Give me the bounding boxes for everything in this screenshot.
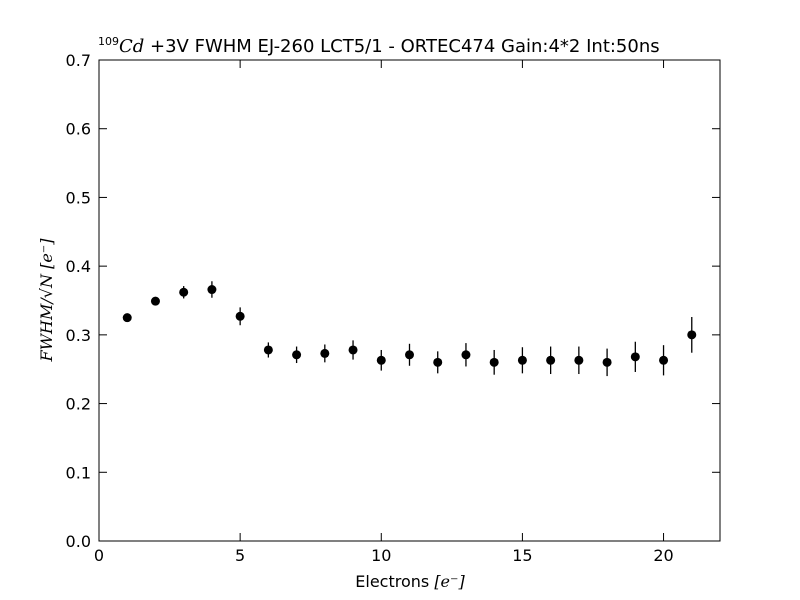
y-axis-label-unit: [e⁻] — [37, 238, 56, 269]
data-point — [207, 285, 217, 295]
plot-area — [98, 59, 721, 542]
y-tick-label: 0.6 — [66, 120, 91, 139]
data-point — [433, 357, 443, 367]
data-point — [263, 345, 273, 355]
data-point — [574, 355, 584, 365]
data-point — [489, 357, 499, 367]
data-point — [235, 311, 245, 321]
y-tick-label: 0.3 — [66, 326, 91, 345]
y-axis-label-main: FWHM/√N — [37, 273, 56, 362]
y-tick-label: 0.4 — [66, 257, 91, 276]
x-axis-label-unit: [e⁻] — [434, 572, 465, 591]
data-point — [348, 345, 358, 355]
x-tick-label: 15 — [512, 546, 532, 565]
title-isotope-symbol: Cd — [119, 36, 144, 57]
data-point — [602, 357, 612, 367]
data-point — [659, 355, 669, 365]
data-point — [687, 330, 697, 340]
x-axis-label-text: Electrons — [355, 572, 434, 591]
data-point — [546, 355, 556, 365]
x-tick-label: 0 — [94, 546, 104, 565]
chart-title: 109Cd +3V FWHM EJ-260 LCT5/1 - ORTEC474 … — [98, 35, 660, 57]
data-points — [122, 285, 697, 367]
data-point — [376, 355, 386, 365]
data-point — [150, 296, 160, 306]
data-point — [179, 287, 189, 297]
x-tick-label: 5 — [235, 546, 245, 565]
title-isotope-mass: 109 — [98, 35, 119, 48]
y-tick-label: 0.2 — [66, 395, 91, 414]
data-point — [630, 352, 640, 362]
y-axis-label: FWHM/√N [e⁻] — [37, 238, 56, 363]
x-axis-label: Electrons [e⁻] — [355, 572, 465, 591]
data-point — [461, 350, 471, 360]
y-tick-label: 0.7 — [66, 51, 91, 70]
data-point — [122, 313, 132, 323]
title-text: +3V FWHM EJ-260 LCT5/1 - ORTEC474 Gain:4… — [144, 36, 659, 57]
y-tick-label: 0.0 — [66, 532, 91, 551]
data-point — [292, 350, 302, 360]
y-axis-ticks: 0.0 0.1 0.2 0.3 0.4 0.5 0.6 0.7 — [66, 51, 720, 551]
data-point — [517, 355, 527, 365]
x-axis-ticks: 0 5 10 15 20 — [94, 60, 674, 565]
data-point — [405, 350, 414, 360]
y-tick-label: 0.5 — [66, 188, 91, 207]
data-point — [320, 348, 330, 358]
y-tick-label: 0.1 — [66, 463, 91, 482]
x-tick-label: 20 — [653, 546, 673, 565]
x-tick-label: 10 — [371, 546, 391, 565]
